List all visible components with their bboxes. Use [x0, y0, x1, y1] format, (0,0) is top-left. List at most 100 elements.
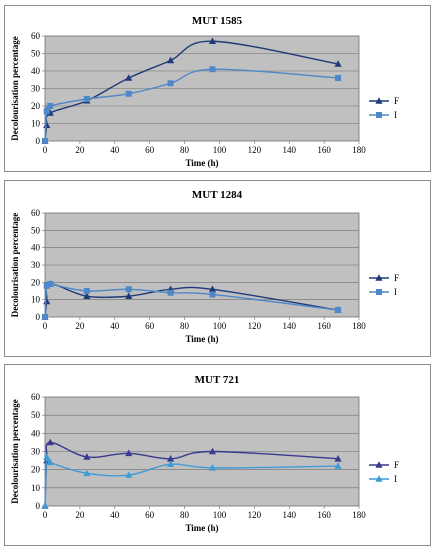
data-point-f — [167, 56, 175, 64]
y-tick-label: 40 — [31, 428, 41, 438]
chart-svg: MUT 721 0 10 20 30 40 50 60 0 20 40 60 80 100 120 140 16… — [10, 374, 399, 533]
x-tick-label: 20 — [75, 321, 85, 331]
x-tick-label: 120 — [248, 321, 262, 331]
data-point-f — [334, 60, 342, 67]
legend-label: F — [394, 273, 399, 283]
legend-label: F — [394, 460, 399, 470]
legend-marker — [376, 289, 382, 295]
x-axis-label: Time (h) — [185, 158, 218, 168]
legend-label: I — [394, 474, 397, 484]
y-axis-label: Decolourisation percentage — [10, 36, 20, 141]
x-tick-label: 140 — [282, 510, 296, 520]
x-tick-label: 140 — [282, 145, 296, 155]
y-tick-label: 10 — [31, 119, 41, 129]
y-tick-label: 10 — [31, 295, 41, 305]
x-tick-label: 0 — [43, 321, 48, 331]
data-point-f — [208, 447, 217, 455]
y-tick-label: 50 — [31, 49, 41, 59]
x-tick-label: 40 — [110, 510, 120, 520]
data-point-i — [167, 80, 174, 87]
data-point-i — [125, 90, 132, 97]
x-tick-label: 140 — [282, 321, 296, 331]
x-tick-label: 180 — [352, 510, 366, 520]
data-point-i — [43, 453, 51, 460]
chart-svg: MUT 1284 0 10 20 30 40 50 60 0 20 40 60 80 100 120 140 1… — [10, 189, 399, 344]
data-point-f — [125, 292, 133, 299]
x-tick-label: 20 — [75, 145, 85, 155]
data-point-i — [334, 462, 342, 469]
data-point-i — [125, 286, 132, 293]
data-point-f — [125, 74, 133, 81]
legend-marker — [375, 97, 383, 104]
data-point-f — [334, 454, 342, 462]
y-tick-label: 60 — [31, 31, 41, 41]
x-tick-label: 60 — [145, 510, 155, 520]
y-tick-label: 0 — [36, 136, 41, 146]
data-point-i — [83, 469, 91, 477]
data-point-f — [43, 121, 51, 129]
y-tick-label: 60 — [31, 392, 41, 402]
x-tick-label: 120 — [248, 145, 262, 155]
data-point-i — [167, 289, 174, 296]
data-point-f — [125, 449, 133, 457]
data-point-f — [167, 454, 175, 462]
data-point-f — [46, 438, 54, 446]
chart-panel-mut-721: MUT 721 0 10 20 30 40 50 60 0 20 40 60 80 100 120 140 16… — [4, 364, 431, 546]
data-point-i — [167, 460, 175, 468]
data-point-i — [46, 458, 54, 466]
x-tick-label: 160 — [317, 510, 331, 520]
legend-marker — [375, 274, 383, 281]
y-tick-label: 50 — [31, 410, 41, 420]
y-tick-label: 20 — [31, 277, 41, 287]
y-tick-label: 30 — [31, 84, 41, 94]
chart-svg: MUT 1585 0 10 20 30 40 50 60 0 20 40 60 80 100 120 140 1… — [10, 15, 399, 168]
data-point-i — [209, 66, 216, 73]
data-point-i — [208, 464, 217, 471]
legend-marker — [375, 475, 383, 482]
legend-label: I — [394, 287, 397, 297]
data-point-i — [83, 96, 90, 102]
chart-title: MUT 1585 — [192, 15, 243, 27]
data-point-i — [209, 291, 216, 298]
x-tick-label: 60 — [145, 145, 155, 155]
x-tick-label: 100 — [213, 510, 227, 520]
data-point-i — [335, 75, 342, 81]
data-point-i — [125, 471, 133, 478]
y-tick-label: 40 — [31, 243, 41, 253]
data-point-f — [208, 37, 217, 45]
legend-label: I — [394, 110, 397, 120]
x-tick-label: 80 — [180, 145, 190, 155]
x-tick-label: 180 — [352, 145, 366, 155]
data-point-f — [83, 292, 91, 299]
chart-title: MUT 1284 — [192, 189, 243, 201]
x-tick-label: 20 — [75, 510, 85, 520]
x-tick-label: 0 — [43, 145, 48, 155]
data-point-i — [47, 281, 54, 288]
data-point-i — [43, 108, 50, 115]
chart-title: MUT 721 — [195, 374, 240, 386]
legend-marker — [376, 112, 382, 118]
data-point-i — [42, 138, 48, 144]
x-tick-label: 40 — [110, 321, 120, 331]
y-tick-label: 20 — [31, 101, 41, 111]
data-point-i — [43, 282, 50, 289]
y-tick-label: 10 — [31, 483, 41, 493]
y-tick-label: 50 — [31, 225, 41, 235]
y-tick-label: 40 — [31, 66, 41, 76]
y-tick-label: 0 — [36, 501, 41, 511]
x-tick-label: 180 — [352, 321, 366, 331]
chart-panel-mut-1284: MUT 1284 0 10 20 30 40 50 60 0 20 40 60 80 100 120 140 1… — [4, 180, 431, 357]
data-point-f — [208, 285, 217, 293]
x-tick-label: 100 — [213, 321, 227, 331]
x-tick-label: 160 — [317, 321, 331, 331]
x-axis-label: Time (h) — [185, 523, 218, 533]
y-tick-label: 30 — [31, 447, 41, 457]
data-point-i — [42, 314, 48, 320]
legend-label: F — [394, 96, 399, 106]
data-point-i — [335, 307, 342, 314]
y-axis-label: Decolourisation percentage — [10, 213, 20, 318]
data-point-i — [83, 288, 90, 294]
y-tick-label: 0 — [36, 312, 41, 322]
x-axis-label: Time (h) — [185, 334, 218, 344]
x-tick-label: 0 — [43, 510, 48, 520]
